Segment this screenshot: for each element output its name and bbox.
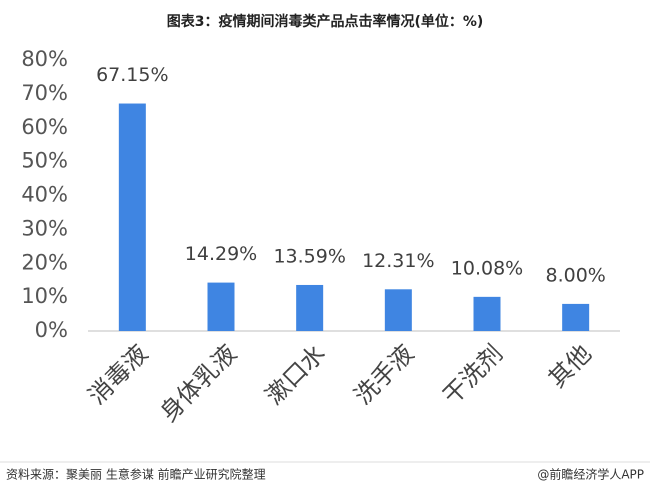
x-tick-label: 洗手液 — [349, 339, 420, 410]
bar — [473, 296, 501, 331]
y-tick-label: 50% — [21, 149, 68, 173]
y-tick-label: 70% — [21, 81, 68, 105]
x-tick-label: 其他 — [543, 339, 597, 393]
data-label: 10.08% — [451, 257, 523, 279]
x-tick-label: 身体乳液 — [155, 339, 243, 427]
data-label: 8.00% — [545, 264, 605, 286]
y-tick-label: 30% — [21, 216, 68, 240]
y-tick-label: 10% — [21, 284, 68, 308]
y-tick-label: 40% — [21, 183, 68, 207]
bar — [207, 282, 235, 331]
x-tick-label: 漱口水 — [260, 339, 331, 410]
chart-title: 图表3：疫情期间消毒类产品点击率情况(单位：%) — [167, 13, 484, 30]
bar — [384, 289, 412, 331]
footer-brand: @前瞻经济学人APP — [537, 467, 644, 482]
y-tick-label: 60% — [21, 115, 68, 139]
data-label: 13.59% — [273, 245, 345, 267]
data-label: 14.29% — [185, 243, 257, 265]
y-tick-label: 0% — [35, 318, 68, 342]
bar — [118, 103, 146, 331]
y-tick-label: 80% — [21, 47, 68, 71]
data-label: 67.15% — [96, 64, 168, 86]
y-tick-label: 20% — [21, 250, 68, 274]
source-note: 资料来源：聚美丽 生意参谋 前瞻产业研究院整理 — [6, 467, 266, 482]
x-tick-label: 干洗剂 — [437, 339, 508, 410]
bar — [562, 303, 590, 331]
data-label: 12.31% — [362, 250, 434, 272]
bar — [296, 284, 324, 331]
x-tick-label: 消毒液 — [83, 339, 154, 410]
